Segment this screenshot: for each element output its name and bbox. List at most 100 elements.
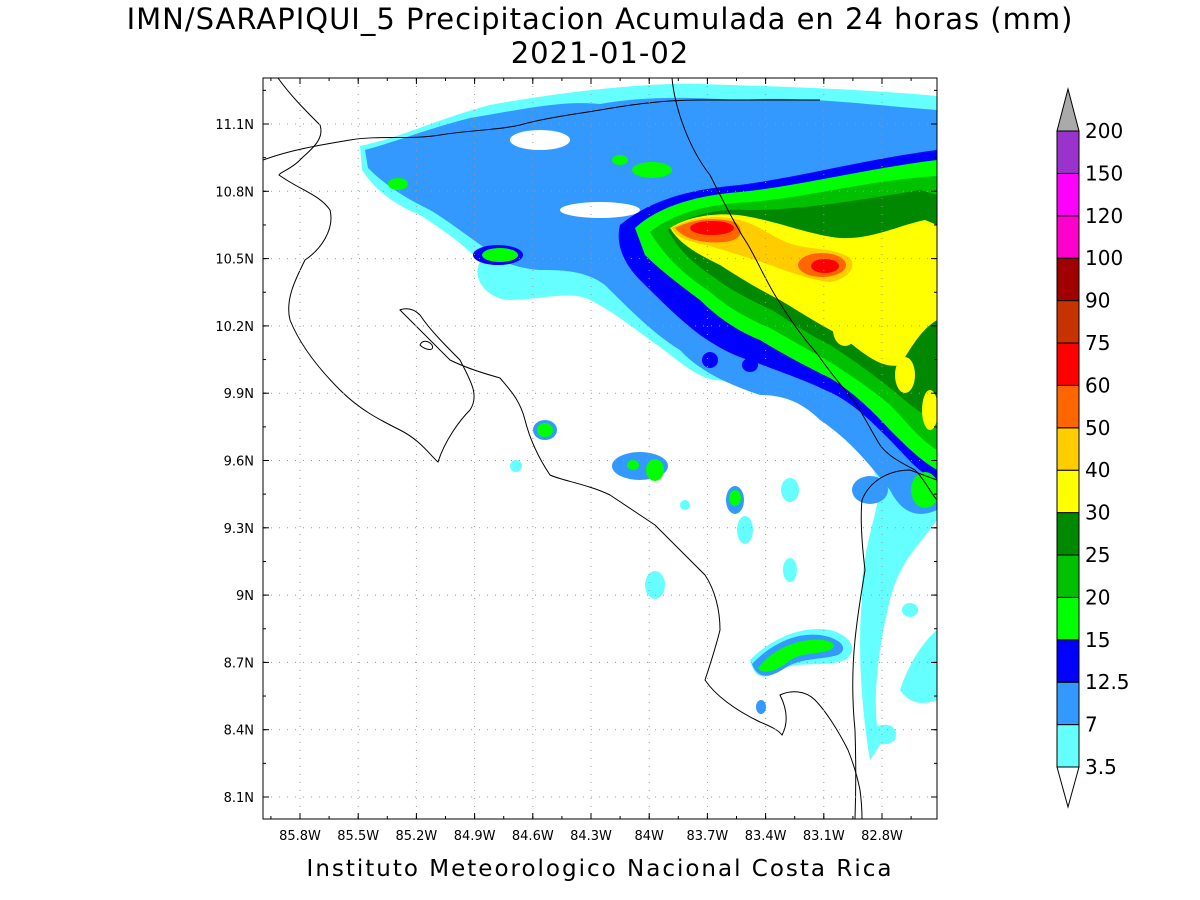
colorbar-label: 75 xyxy=(1085,331,1110,355)
precip-band-3.5 xyxy=(902,603,918,617)
colorbar-label: 50 xyxy=(1085,416,1110,440)
precip-band-7 xyxy=(852,476,888,504)
precip-band-15 xyxy=(729,490,741,506)
colorbar-label: 3.5 xyxy=(1085,755,1117,779)
precip-band-12.5 xyxy=(702,352,718,368)
colorbar-label: 150 xyxy=(1085,161,1123,185)
lon-tick-label: 84.9W xyxy=(454,829,496,844)
colorbar-box xyxy=(1056,172,1080,217)
colorbar-box xyxy=(1056,681,1080,726)
colorbar-box xyxy=(1056,469,1080,514)
precip-band-15 xyxy=(758,639,834,672)
precip-band-15 xyxy=(646,459,664,481)
lat-tick-label: 8.1N xyxy=(224,791,254,806)
lon-tick-label: 83.4W xyxy=(745,829,787,844)
lon-tick-label: 85.5W xyxy=(337,829,379,844)
colorbar-box xyxy=(1056,130,1080,174)
latitude-axis: 11.1N 10.8N 10.5N 10.2N 9.9N 9.6N 9.3N 9N 8.7N 8.… xyxy=(215,89,937,806)
precip-band-7 xyxy=(756,700,766,714)
footer-credit: Instituto Meteorologico Nacional Costa R… xyxy=(306,856,894,882)
lat-tick-label: 9.9N xyxy=(224,387,254,402)
precip-band-3.5 xyxy=(510,460,522,472)
colorbar-box xyxy=(1056,724,1080,768)
precip-band-15 xyxy=(627,460,639,470)
colorbar-box xyxy=(1056,639,1080,683)
graticule xyxy=(263,78,937,819)
colorbar-box xyxy=(1056,384,1080,429)
lat-tick-label: 9.3N xyxy=(224,522,254,537)
colorbar-label: 25 xyxy=(1085,543,1110,567)
precip-band-3.5 xyxy=(781,478,799,502)
colorbar-label: 20 xyxy=(1085,585,1110,609)
map-title: IMN/SARAPIQUI_5 Precipitacion Acumulada … xyxy=(126,2,1074,36)
precip-band-60 xyxy=(690,221,734,235)
precip-band-15 xyxy=(911,472,937,508)
precip-band-30 xyxy=(922,390,937,430)
lon-tick-label: 85.2W xyxy=(395,829,437,844)
lon-tick-label: 84.3W xyxy=(570,829,612,844)
precip-band-30 xyxy=(833,314,857,346)
lat-tick-label: 10.5N xyxy=(215,253,254,268)
colorbar-box xyxy=(1056,257,1080,302)
precip-band-15 xyxy=(482,248,518,262)
colorbar-label: 15 xyxy=(1085,628,1110,652)
precip-band-15 xyxy=(388,178,408,190)
precip-band-60 xyxy=(811,259,839,273)
caribbean-coastline xyxy=(671,78,937,501)
precip-band-15 xyxy=(632,162,672,178)
colorbar-box xyxy=(1056,342,1080,386)
colorbar-label: 90 xyxy=(1085,289,1110,313)
colorbar-box xyxy=(1056,512,1080,556)
precip-band-30 xyxy=(895,357,915,393)
lat-tick-label: 10.2N xyxy=(215,320,254,335)
lon-tick-label: 84.6W xyxy=(512,829,554,844)
panama-border xyxy=(852,469,937,819)
colorbar-label: 200 xyxy=(1085,119,1123,143)
lon-tick-label: 83.7W xyxy=(686,829,728,844)
lon-tick-label: 83.1W xyxy=(803,829,845,844)
colorbar: 3.5 7 12.5 15 20 25 30 40 50 60 75 90 100 120 150 200 xyxy=(1056,87,1130,809)
precip-band-3.5 xyxy=(870,724,896,745)
colorbar-label: 7 xyxy=(1085,713,1098,737)
colorbar-box xyxy=(1056,300,1080,344)
colorbar-label: 60 xyxy=(1085,373,1110,397)
precip-band-15 xyxy=(612,155,628,165)
precip-band-3.5 xyxy=(737,516,753,544)
colorbar-label: 30 xyxy=(1085,501,1110,525)
precipitation-field xyxy=(360,83,937,761)
map-frame xyxy=(262,77,938,820)
precip-band-3.5 xyxy=(680,500,690,510)
longitude-axis: 85.8W 85.5W 85.2W 84.9W 84.6W 84.3W 84W 83.7W 83… xyxy=(270,78,912,844)
colorbar-label: 12.5 xyxy=(1085,670,1130,694)
lat-tick-label: 9.6N xyxy=(224,455,254,470)
colorbar-box xyxy=(1056,596,1080,641)
colorbar-box xyxy=(1056,554,1080,598)
precip-band-3.5 xyxy=(900,630,937,703)
lat-tick-label: 8.7N xyxy=(224,656,254,671)
colorbar-box xyxy=(1056,215,1080,259)
colorbar-arrow-low xyxy=(1056,766,1080,809)
precip-band-12.5 xyxy=(742,358,758,372)
lat-tick-label: 9N xyxy=(236,589,254,604)
lon-tick-label: 82.8W xyxy=(861,829,903,844)
precip-band-3.5 xyxy=(783,558,797,582)
precip-gap xyxy=(560,202,640,218)
lat-tick-label: 10.8N xyxy=(215,185,254,200)
lon-tick-label: 84W xyxy=(634,829,664,844)
colorbar-arrow-high xyxy=(1056,87,1080,132)
pacific-coastline xyxy=(277,78,863,819)
lat-tick-label: 11.1N xyxy=(215,118,254,133)
lon-tick-label: 85.8W xyxy=(279,829,321,844)
lat-tick-label: 8.4N xyxy=(224,724,254,739)
map-date: 2021-01-02 xyxy=(510,36,690,70)
nicoya-gulf xyxy=(419,340,434,350)
precip-band-15 xyxy=(537,423,553,437)
colorbar-label: 120 xyxy=(1085,204,1123,228)
colorbar-box xyxy=(1056,427,1080,471)
northern-border xyxy=(263,99,820,161)
precip-gap xyxy=(510,130,570,150)
colorbar-label: 100 xyxy=(1085,246,1123,270)
precip-band-30 xyxy=(860,296,900,324)
precip-band-3.5 xyxy=(645,571,665,599)
